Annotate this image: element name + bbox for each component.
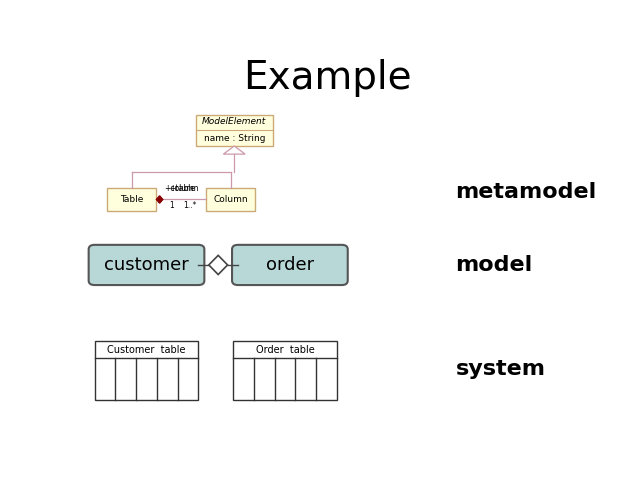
Text: 1..*: 1..*: [184, 201, 197, 210]
Text: Column: Column: [213, 195, 248, 204]
Text: model: model: [456, 255, 533, 275]
Bar: [94, 342, 198, 400]
Text: +table: +table: [168, 184, 195, 193]
FancyBboxPatch shape: [89, 245, 204, 285]
Bar: [107, 188, 156, 211]
Text: order: order: [266, 256, 314, 274]
Bar: [233, 342, 337, 400]
Text: Table: Table: [120, 195, 144, 204]
Text: system: system: [456, 359, 545, 379]
Text: +column: +column: [164, 184, 198, 193]
Text: name : String: name : String: [204, 134, 265, 143]
Text: 1: 1: [168, 201, 174, 210]
Text: metamodel: metamodel: [456, 182, 597, 202]
Polygon shape: [156, 196, 163, 203]
Text: customer: customer: [104, 256, 189, 274]
FancyBboxPatch shape: [232, 245, 348, 285]
Bar: [206, 188, 255, 211]
Bar: [196, 114, 272, 146]
Text: Order  table: Order table: [256, 345, 315, 355]
Polygon shape: [223, 146, 245, 154]
Polygon shape: [209, 255, 228, 274]
Text: Customer  table: Customer table: [107, 345, 186, 355]
Text: Example: Example: [242, 59, 412, 97]
Text: ModelElement: ModelElement: [202, 117, 267, 126]
